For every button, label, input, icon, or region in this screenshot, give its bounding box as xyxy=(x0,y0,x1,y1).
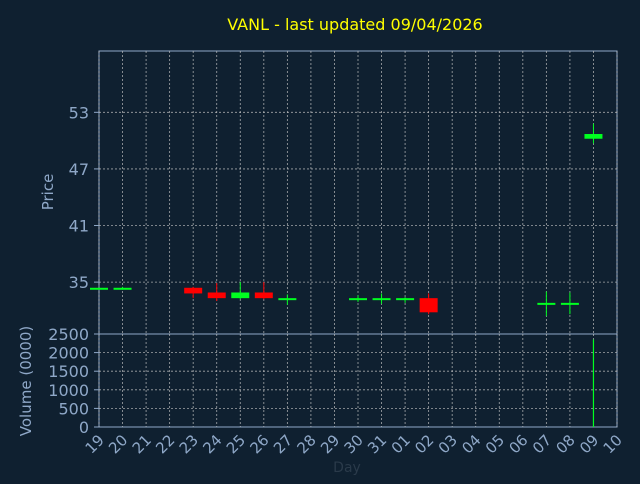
candle-body xyxy=(90,287,108,290)
candle-body xyxy=(560,302,579,305)
volume-ytick-label: 1500 xyxy=(48,362,89,381)
candle-body xyxy=(231,292,250,299)
volume-ytick-label: 2500 xyxy=(48,325,89,344)
price-ytick-label: 35 xyxy=(69,273,89,292)
price-ytick-label: 53 xyxy=(69,103,89,122)
volume-ytick-label: 0 xyxy=(79,418,89,437)
candle-body xyxy=(349,298,367,301)
price-panel: 35 41 47 53 xyxy=(69,50,618,335)
candle-body xyxy=(184,287,203,294)
chart-title: VANL - last updated 09/04/2026 xyxy=(227,15,482,34)
price-ytick-label: 41 xyxy=(69,217,89,236)
price-axis-label: Price xyxy=(39,174,57,211)
candle-body xyxy=(372,298,391,301)
candle-body xyxy=(254,292,273,299)
volume-ytick-label: 500 xyxy=(58,399,89,418)
candle-body xyxy=(278,298,297,301)
volume-axis-label: Volume (0000) xyxy=(17,326,35,436)
volume-ytick-label: 1000 xyxy=(48,381,89,400)
candle-body xyxy=(113,287,132,290)
x-axis-label: Day xyxy=(333,460,361,476)
candle-body xyxy=(396,298,415,301)
candle-body xyxy=(207,292,226,299)
price-ytick-label: 47 xyxy=(69,160,89,179)
volume-ytick-label: 2000 xyxy=(48,344,89,363)
candle-body xyxy=(537,302,556,305)
candle-body xyxy=(419,298,438,313)
candle-body xyxy=(584,134,603,139)
